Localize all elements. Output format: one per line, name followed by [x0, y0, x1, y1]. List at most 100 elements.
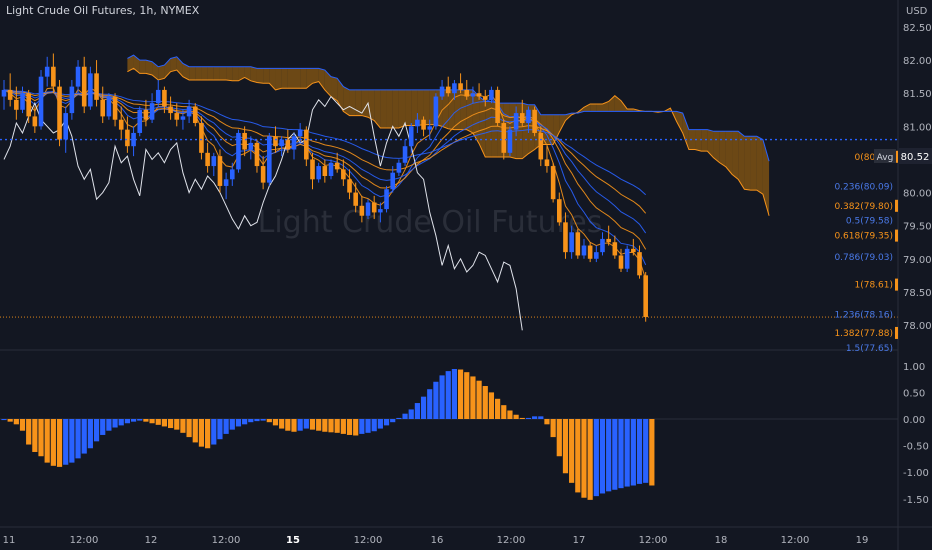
candle-body[interactable] — [1, 89, 7, 97]
candle-body[interactable] — [14, 99, 19, 110]
candle-body[interactable] — [38, 76, 44, 127]
candle-body[interactable] — [538, 132, 544, 160]
candle-body[interactable] — [248, 142, 254, 150]
candle-body[interactable] — [149, 103, 155, 120]
candle-body[interactable] — [205, 152, 210, 167]
candle-body[interactable] — [304, 129, 309, 160]
candle-body[interactable] — [544, 159, 550, 167]
candle-body[interactable] — [563, 222, 568, 253]
candle-body[interactable] — [297, 129, 303, 137]
candle-body[interactable] — [569, 232, 574, 253]
candle-body[interactable] — [88, 73, 93, 107]
candle-body[interactable] — [125, 129, 130, 147]
candle-body[interactable] — [137, 109, 143, 133]
candle-body[interactable] — [162, 89, 167, 107]
candle-body[interactable] — [223, 179, 229, 186]
candle-body[interactable] — [439, 86, 445, 97]
candle-body[interactable] — [254, 142, 260, 167]
candle-body[interactable] — [180, 116, 186, 120]
candlesticks[interactable] — [1, 53, 648, 322]
candle-body[interactable] — [396, 162, 402, 173]
candle-body[interactable] — [291, 136, 297, 150]
candle-body[interactable] — [20, 93, 25, 110]
candle-body[interactable] — [458, 83, 463, 90]
candle-body[interactable] — [57, 86, 62, 140]
symbol-title[interactable]: Light Crude Oil Futures, 1h, NYMEX — [6, 4, 200, 17]
candle-body[interactable] — [267, 136, 272, 183]
candle-body[interactable] — [44, 66, 50, 77]
candle-body[interactable] — [612, 242, 618, 256]
candle-body[interactable] — [359, 205, 365, 216]
candle-body[interactable] — [63, 113, 68, 140]
candle-body[interactable] — [594, 252, 599, 259]
candle-body[interactable] — [353, 192, 358, 206]
candle-body[interactable] — [273, 136, 278, 147]
candle-body[interactable] — [94, 73, 99, 100]
candle-body[interactable] — [501, 123, 507, 153]
candle-body[interactable] — [519, 113, 525, 124]
candle-body[interactable] — [452, 83, 457, 94]
candle-body[interactable] — [199, 123, 204, 153]
time-axis[interactable]: 11 12:00 12 12:00 15 12:00 16 12:00 17 12:00 18 12:… — [3, 535, 869, 546]
candle-body[interactable] — [390, 172, 396, 190]
candle-body[interactable] — [433, 96, 439, 127]
candle-body[interactable] — [421, 119, 426, 130]
candle-body[interactable] — [32, 116, 38, 127]
candle-body[interactable] — [513, 113, 519, 130]
oscillator-axis[interactable]: 1.00 0.50 0.00 -0.50 -1.00 -1.50 — [903, 362, 929, 506]
candle-body[interactable] — [408, 126, 414, 147]
candle-body[interactable] — [131, 132, 136, 147]
candle-body[interactable] — [236, 132, 241, 170]
candle-body[interactable] — [334, 162, 340, 170]
candle-body[interactable] — [624, 248, 630, 269]
candle-body[interactable] — [378, 209, 383, 213]
candle-body[interactable] — [211, 156, 217, 167]
candle-body[interactable] — [26, 93, 31, 117]
candle-body[interactable] — [495, 89, 500, 124]
candle-body[interactable] — [341, 169, 346, 180]
candle-body[interactable] — [322, 166, 328, 176]
candle-body[interactable] — [69, 86, 75, 114]
candle-body[interactable] — [575, 232, 581, 256]
candle-body[interactable] — [631, 248, 636, 253]
candle-body[interactable] — [155, 89, 161, 104]
candle-body[interactable] — [7, 89, 13, 100]
candle-body[interactable] — [476, 93, 482, 97]
candle-body[interactable] — [402, 146, 408, 163]
candle-body[interactable] — [143, 109, 149, 120]
candle-body[interactable] — [384, 189, 389, 210]
candle-body[interactable] — [507, 129, 513, 153]
candle-body[interactable] — [365, 202, 371, 216]
candle-body[interactable] — [532, 109, 537, 133]
candle-body[interactable] — [587, 245, 593, 259]
candle-body[interactable] — [427, 126, 433, 130]
candle-body[interactable] — [112, 96, 118, 120]
candle-body[interactable] — [168, 106, 173, 114]
oscillator-histogram[interactable] — [0, 368, 898, 500]
candle-body[interactable] — [445, 86, 451, 94]
candle-body[interactable] — [347, 179, 352, 193]
candle-body[interactable] — [328, 162, 334, 176]
candle-body[interactable] — [581, 245, 587, 256]
candle-body[interactable] — [643, 275, 648, 318]
candle-body[interactable] — [81, 66, 87, 107]
candle-body[interactable] — [229, 169, 235, 180]
candle-body[interactable] — [186, 106, 192, 117]
candle-body[interactable] — [118, 119, 124, 130]
candle-body[interactable] — [618, 255, 624, 269]
candle-body[interactable] — [106, 96, 112, 117]
candle-body[interactable] — [242, 132, 247, 150]
candle-body[interactable] — [371, 202, 377, 213]
candle-body[interactable] — [489, 89, 494, 100]
candle-body[interactable] — [310, 159, 315, 180]
candle-body[interactable] — [415, 119, 420, 127]
candle-body[interactable] — [482, 96, 488, 100]
candle-body[interactable] — [100, 99, 106, 117]
candle-body[interactable] — [192, 106, 198, 124]
candle-body[interactable] — [174, 113, 180, 120]
candle-body[interactable] — [526, 109, 531, 124]
candle-body[interactable] — [606, 238, 611, 243]
candle-body[interactable] — [557, 199, 562, 223]
candle-body[interactable] — [637, 252, 642, 276]
